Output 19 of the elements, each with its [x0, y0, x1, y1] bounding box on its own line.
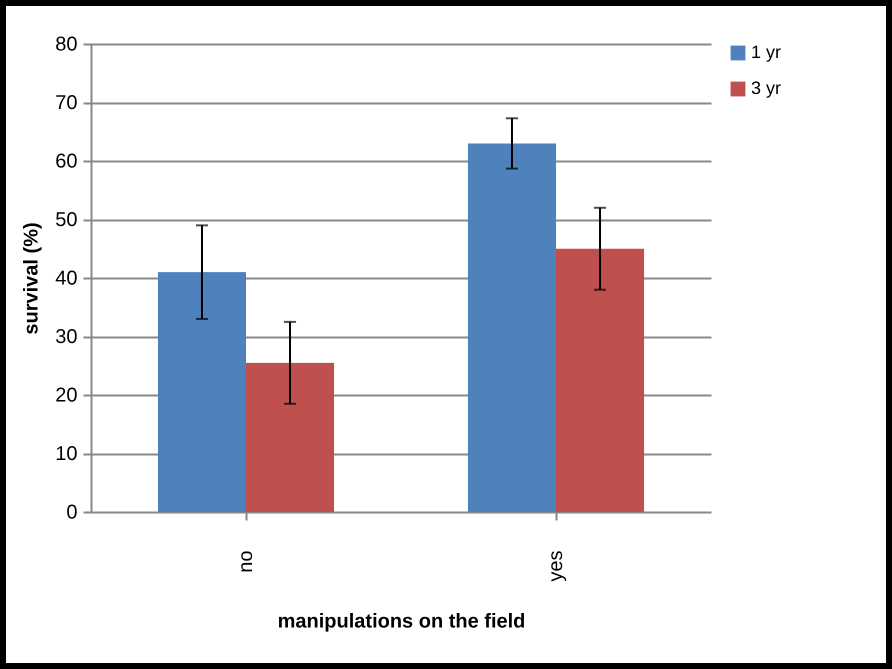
y-tick-label: 50 [55, 209, 78, 231]
bar [468, 143, 556, 512]
bar [556, 248, 644, 512]
y-tick-label: 0 [66, 502, 78, 524]
y-tick-label: 70 [55, 92, 78, 114]
legend-label: 3 yr [751, 78, 782, 98]
bar [158, 272, 246, 512]
x-tick-label: yes [545, 550, 567, 582]
bar [246, 362, 334, 512]
y-axis-title: survival (%) [20, 222, 42, 335]
y-tick-label: 30 [55, 326, 78, 348]
x-tick-label: no [235, 550, 257, 573]
y-tick-label: 80 [55, 34, 78, 56]
legend-label: 1 yr [751, 42, 782, 62]
x-axis-title: manipulations on the field [278, 610, 526, 633]
y-tick-label: 20 [55, 384, 78, 406]
y-tick-label: 60 [55, 150, 78, 172]
y-tick-label: 40 [55, 268, 78, 290]
y-tick-label: 10 [55, 443, 78, 465]
